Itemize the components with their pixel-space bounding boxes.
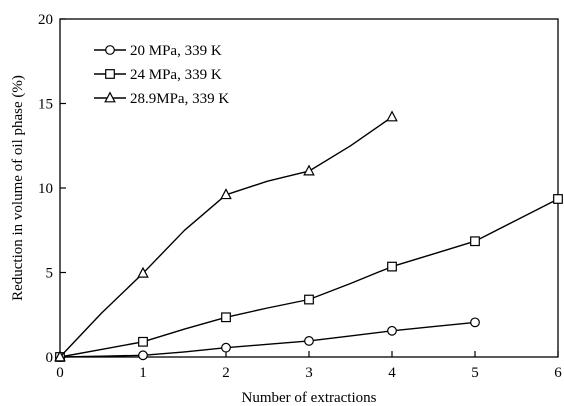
x-axis-title: Number of extractions bbox=[242, 390, 377, 406]
data-point bbox=[303, 164, 315, 176]
data-point bbox=[387, 261, 397, 272]
x-tick-label: 3 bbox=[305, 365, 313, 381]
data-point bbox=[138, 336, 148, 347]
legend-entry: 20 MPa, 339 K bbox=[94, 43, 222, 59]
data-point bbox=[138, 350, 148, 361]
data-point bbox=[470, 236, 480, 247]
legend-label: 28.9MPa, 339 K bbox=[130, 91, 229, 107]
legend-marker bbox=[104, 91, 116, 103]
y-tick-label: 10 bbox=[38, 181, 53, 197]
axis-tick-labels: 0 1 2 3 4 5 6 0 5 10 15 20 bbox=[38, 12, 562, 381]
series-line bbox=[59, 321, 476, 358]
data-point bbox=[470, 317, 480, 328]
legend-entry: 28.9MPa, 339 K bbox=[94, 91, 229, 107]
data-point bbox=[304, 336, 314, 346]
x-tick-label: 0 bbox=[56, 365, 64, 381]
x-tick-label: 1 bbox=[139, 365, 147, 381]
x-tick-label: 6 bbox=[554, 365, 562, 381]
x-tick-label: 5 bbox=[471, 365, 479, 381]
x-tick-label: 2 bbox=[222, 365, 230, 381]
data-point bbox=[553, 194, 563, 204]
x-tick-label: 4 bbox=[388, 365, 396, 381]
data-point bbox=[137, 266, 149, 278]
y-tick-label: 5 bbox=[46, 266, 54, 282]
legend-marker bbox=[105, 45, 115, 55]
y-tick-label: 20 bbox=[38, 12, 53, 28]
y-tick-label: 15 bbox=[38, 97, 53, 113]
data-point bbox=[220, 188, 232, 200]
data-point bbox=[221, 312, 231, 323]
data-point bbox=[54, 350, 66, 362]
y-tick-label: 0 bbox=[46, 350, 54, 366]
series-line bbox=[59, 198, 559, 358]
series-triangle bbox=[54, 110, 398, 362]
legend-marker bbox=[105, 69, 115, 79]
data-point bbox=[304, 294, 314, 305]
series-layer bbox=[54, 110, 563, 362]
data-point bbox=[386, 110, 398, 122]
data-point bbox=[221, 342, 231, 353]
legend-entry: 24 MPa, 339 K bbox=[94, 67, 222, 83]
series-circle bbox=[55, 317, 480, 362]
y-axis-title: Reduction in volume of oil phase (%) bbox=[10, 75, 26, 301]
data-point bbox=[387, 325, 397, 336]
legend: 20 MPa, 339 K 24 MPa, 339 K 28.9MPa, 339 K bbox=[94, 43, 229, 107]
legend-label: 24 MPa, 339 K bbox=[130, 67, 222, 83]
legend-label: 20 MPa, 339 K bbox=[130, 43, 222, 59]
